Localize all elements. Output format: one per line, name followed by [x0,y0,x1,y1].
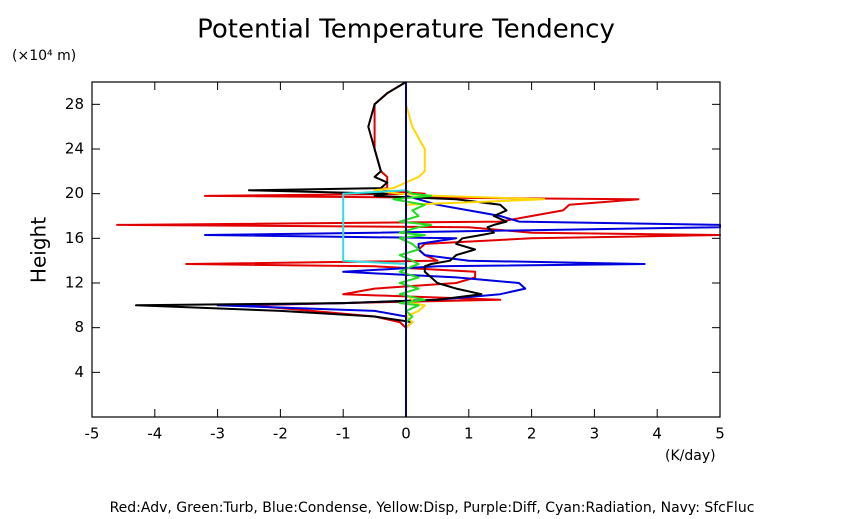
x-tick-label: 1 [464,425,474,443]
y-tick-label: 24 [65,140,84,158]
x-tick-label: -4 [147,425,162,443]
profile-line [135,81,508,417]
profile-line [204,82,721,417]
x-tick-label: 2 [527,425,537,443]
y-tick-label: 12 [65,274,84,292]
y-tick-label: 20 [65,184,84,202]
y-unit: (×10⁴ m) [12,48,76,64]
plot-frame [91,81,721,418]
x-tick-label: -3 [210,425,225,443]
x-tick-label: 4 [652,425,662,443]
x-tick-label: 3 [590,425,600,443]
y-tick-label: 4 [74,363,84,381]
legend-text: Red:Adv, Green:Turb, Blue:Condense, Yell… [110,500,755,516]
x-unit: (K/day) [665,448,716,464]
y-tick-label: 16 [65,229,84,247]
profile-line [373,82,546,417]
x-tick-label: 0 [401,425,411,443]
chart-title: Potential Temperature Tendency [197,15,615,45]
y-axis-label: Height [27,217,51,283]
profile-line [392,82,433,417]
x-tick-label: -5 [85,425,100,443]
y-tick-label: 8 [74,318,84,336]
y-tick-label: 28 [65,95,84,113]
x-tick-label: -1 [336,425,351,443]
x-tick-label: -2 [273,425,288,443]
x-tick-label: 5 [715,425,725,443]
